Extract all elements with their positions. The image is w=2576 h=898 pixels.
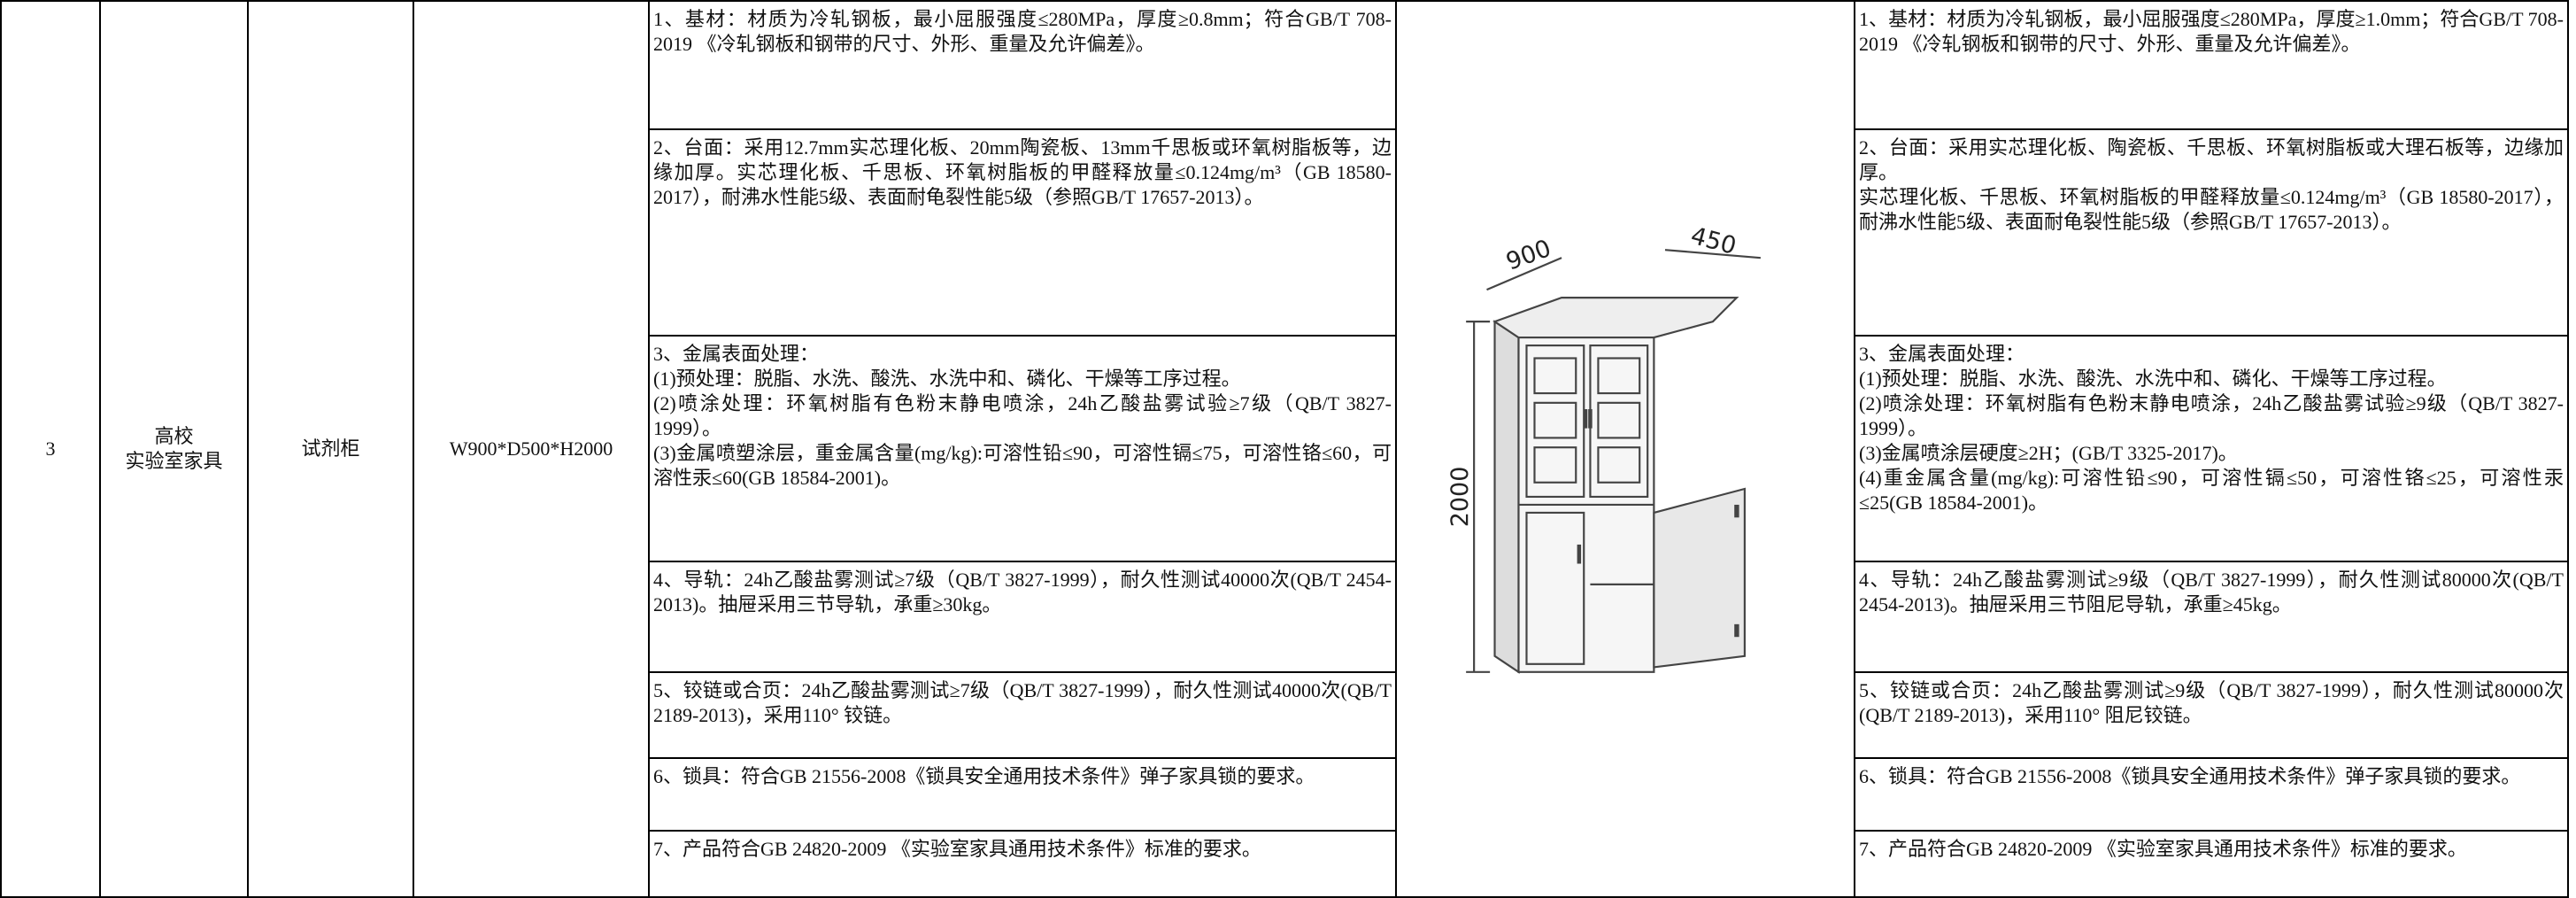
category-cell-line: 高校 (154, 425, 194, 447)
spec-right-line: 5、铰链或合页：24h乙酸盐雾测试≥9级（QB/T 3827-1999），耐久性… (1859, 679, 2564, 726)
spec-left: 6、锁具：符合GB 21556-2008《锁具安全通用技术条件》弹子家具锁的要求… (648, 757, 1397, 832)
spec-right: 5、铰链或合页：24h乙酸盐雾测试≥9级（QB/T 3827-1999），耐久性… (1854, 671, 2569, 759)
category-cell: 高校 实验室家具 (99, 0, 249, 898)
spec-left: 4、导轨：24h乙酸盐雾测试≥7级（QB/T 3827-1999），耐久性测试4… (648, 561, 1397, 673)
spec-left-line: (1)预处理：脱脂、水洗、酸洗、水洗中和、磷化、干燥等工序过程。 (653, 368, 1241, 390)
table-row: 2、台面：采用12.7mm实芯理化板、20mm陶瓷板、13mm千思板或环氧树脂板… (1, 128, 2569, 337)
spec-left-line: 2、台面：采用12.7mm实芯理化板、20mm陶瓷板、13mm千思板或环氧树脂板… (653, 136, 1392, 208)
spec-right-line: 4、导轨：24h乙酸盐雾测试≥9级（QB/T 3827-1999），耐久性测试8… (1859, 569, 2564, 615)
spec-right-line: (3)金属喷涂层硬度≥2H；(GB/T 3325-2017)。 (1859, 442, 2238, 464)
spec-right-line: 1、基材：材质为冷轧钢板，最小屈服强度≤280MPa，厚度≥1.0mm；符合GB… (1859, 8, 2564, 55)
spec-left-line: 4、导轨：24h乙酸盐雾测试≥7级（QB/T 3827-1999），耐久性测试4… (653, 569, 1392, 615)
spec-right: 1、基材：材质为冷轧钢板，最小屈服强度≤280MPa，厚度≥1.0mm；符合GB… (1854, 0, 2569, 130)
table-row: 6、锁具：符合GB 21556-2008《锁具安全通用技术条件》弹子家具锁的要求… (1, 757, 2569, 832)
spec-left: 1、基材：材质为冷轧钢板，最小屈服强度≤280MPa，厚度≥0.8mm；符合GB… (648, 0, 1397, 130)
image-cell: 900 450 2000 (1395, 0, 1855, 898)
spec-left-line: 3、金属表面处理： (653, 343, 820, 365)
name-cell: 试剂柜 (247, 0, 414, 898)
spec-left-line: 1、基材：材质为冷轧钢板，最小屈服强度≤280MPa，厚度≥0.8mm；符合GB… (653, 8, 1392, 55)
spec-left: 2、台面：采用12.7mm实芯理化板、20mm陶瓷板、13mm千思板或环氧树脂板… (648, 128, 1397, 337)
spec-left: 5、铰链或合页：24h乙酸盐雾测试≥7级（QB/T 3827-1999），耐久性… (648, 671, 1397, 759)
spec-left-line: (3)金属喷塑涂层，重金属含量(mg/kg):可溶性铅≤90，可溶性镉≤75，可… (653, 442, 1392, 489)
spec-right: 3、金属表面处理： (1)预处理：脱脂、水洗、酸洗、水洗中和、磷化、干燥等工序过程… (1854, 335, 2569, 562)
spec-right: 4、导轨：24h乙酸盐雾测试≥9级（QB/T 3827-1999），耐久性测试8… (1854, 561, 2569, 673)
size-cell: W900*D500*H2000 (413, 0, 650, 898)
spec-left-line: 6、锁具：符合GB 21556-2008《锁具安全通用技术条件》弹子家具锁的要求… (653, 765, 1315, 787)
spec-right-line: (4)重金属含量(mg/kg):可溶性铅≤90，可溶性镉≤50，可溶性铬≤25，… (1859, 467, 2564, 514)
spec-right-line: (2)喷涂处理：环氧树脂有色粉末静电喷涂，24h乙酸盐雾试验≥9级（QB/T 3… (1859, 392, 2564, 439)
spec-right: 6、锁具：符合GB 21556-2008《锁具安全通用技术条件》弹子家具锁的要求… (1854, 757, 2569, 832)
spec-left: 7、产品符合GB 24820-2009 《实验室家具通用技术条件》标准的要求。 (648, 830, 1397, 898)
spec-right: 2、台面：采用实芯理化板、陶瓷板、千思板、环氧树脂板或大理石板等，边缘加厚。 实芯… (1854, 128, 2569, 337)
table-row: 7、产品符合GB 24820-2009 《实验室家具通用技术条件》标准的要求。 7… (1, 830, 2569, 898)
table-row: 3、金属表面处理： (1)预处理：脱脂、水洗、酸洗、水洗中和、磷化、干燥等工序过程… (1, 335, 2569, 562)
spec-right-line: 6、锁具：符合GB 21556-2008《锁具安全通用技术条件》弹子家具锁的要求… (1859, 765, 2521, 787)
category-cell-line: 实验室家具 (125, 450, 223, 472)
index-cell: 3 (0, 0, 101, 898)
spec-right-line: 2、台面：采用实芯理化板、陶瓷板、千思板、环氧树脂板或大理石板等，边缘加厚。 (1859, 136, 2564, 183)
spec-left-line: (2)喷涂处理：环氧树脂有色粉末静电喷涂，24h乙酸盐雾试验≥7级（QB/T 3… (653, 392, 1392, 439)
table-row: 5、铰链或合页：24h乙酸盐雾测试≥7级（QB/T 3827-1999），耐久性… (1, 671, 2569, 759)
spec-right-line: 实芯理化板、千思板、环氧树脂板的甲醛释放量≤0.124mg/m³（GB 1858… (1859, 186, 2564, 233)
table-row: 4、导轨：24h乙酸盐雾测试≥7级（QB/T 3827-1999），耐久性测试4… (1, 561, 2569, 673)
spec-right-line: 7、产品符合GB 24820-2009 《实验室家具通用技术条件》标准的要求。 (1859, 838, 2467, 860)
spec-right: 7、产品符合GB 24820-2009 《实验室家具通用技术条件》标准的要求。 (1854, 830, 2569, 898)
cabinet-drawing: 900 450 2000 (1446, 222, 1761, 674)
spec-left: 3、金属表面处理： (1)预处理：脱脂、水洗、酸洗、水洗中和、磷化、干燥等工序过程… (648, 335, 1397, 562)
width-label: 900 (1502, 235, 1554, 276)
spec-right-line: 3、金属表面处理： (1859, 343, 2025, 365)
spec-left-line: 7、产品符合GB 24820-2009 《实验室家具通用技术条件》标准的要求。 (653, 838, 1261, 860)
spec-left-line: 5、铰链或合页：24h乙酸盐雾测试≥7级（QB/T 3827-1999），耐久性… (653, 679, 1392, 726)
depth-label: 450 (1688, 222, 1739, 260)
spec-right-line: (1)预处理：脱脂、水洗、酸洗、水洗中和、磷化、干燥等工序过程。 (1859, 368, 2447, 390)
height-label: 2000 (1446, 467, 1474, 528)
